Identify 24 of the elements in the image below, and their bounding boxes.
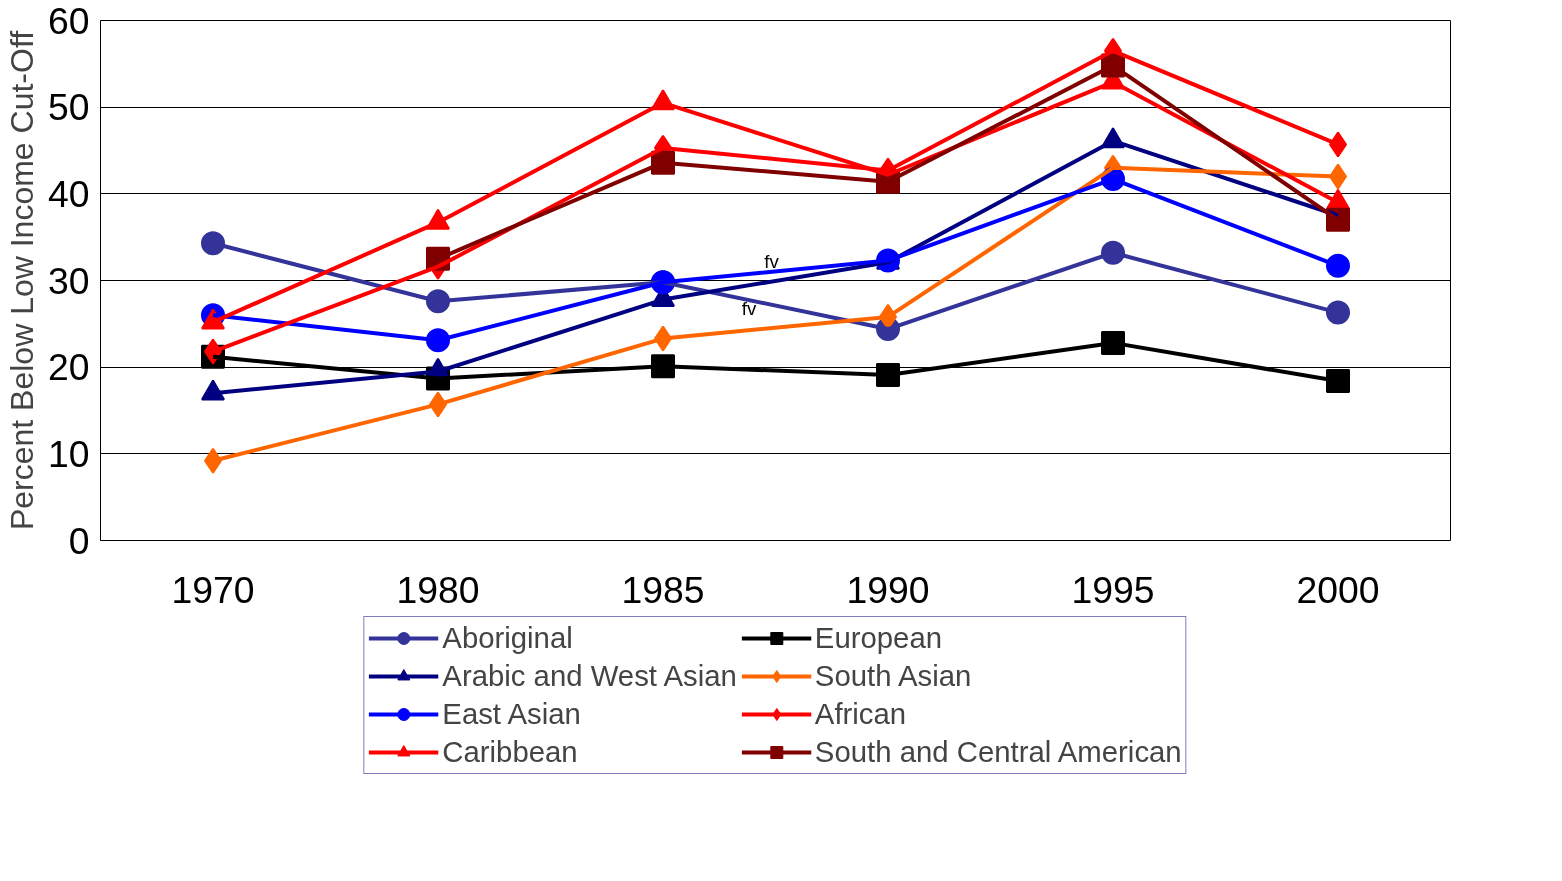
y-tick-label: 30: [47, 259, 90, 302]
legend-label: South Asian: [814, 659, 972, 693]
legend-label: East Asian: [442, 697, 581, 731]
y-tick-label: 50: [47, 86, 90, 129]
legend-label: European: [814, 621, 943, 655]
y-axis-title: Percent Below Low Income Cut-Off: [3, 30, 40, 531]
annotation: fv: [741, 297, 757, 319]
x-tick-label: 1990: [846, 568, 930, 611]
x-tick-label: 1970: [171, 568, 255, 611]
y-tick-label: 10: [47, 432, 90, 475]
x-tick-label: 1980: [396, 568, 480, 611]
y-tick-label: 20: [47, 346, 90, 389]
annotation: fv: [764, 250, 780, 272]
legend-label: South and Central American: [814, 735, 1182, 769]
x-tick-label: 2000: [1296, 568, 1380, 611]
y-tick-label: 0: [68, 519, 90, 562]
legend-label: African: [814, 697, 907, 731]
y-tick-label: 40: [47, 172, 90, 215]
x-tick-label: 1995: [1071, 568, 1155, 611]
legend-label: Caribbean: [442, 735, 578, 769]
y-tick-label: 60: [47, 0, 90, 42]
x-tick-label: 1985: [621, 568, 705, 611]
legend-label: Aboriginal: [442, 621, 573, 655]
legend-label: Arabic and West Asian: [442, 659, 737, 693]
